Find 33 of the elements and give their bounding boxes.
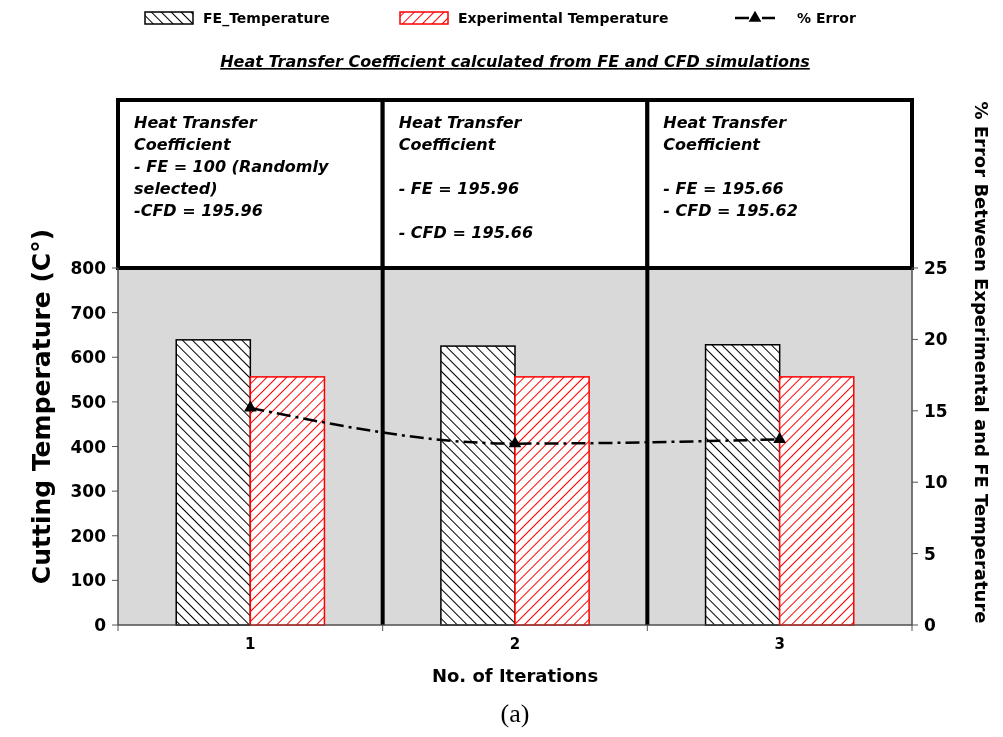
chart-title: Heat Transfer Coefficient calculated from FE and CFD simulations xyxy=(220,52,810,71)
text-boxes: Heat Transfer Coefficient - FE = 100 (Randomly selected) -CFD = 195.96 Heat Transfer Coefficient - FE = 195.96 - CFD = 195.66 Heat Transfer Coefficient - FE = 195.66 - CFD = 195.62 xyxy=(116,98,914,270)
y-axis-title: Cutting Temperature (C°) xyxy=(27,228,56,585)
y2-tick-label: 20 xyxy=(924,329,948,350)
y2-tick-label: 25 xyxy=(924,258,948,278)
y-tick-label: 0 xyxy=(94,615,107,635)
x-axis-title: No. of Iterations xyxy=(431,665,599,686)
y-tick-label: 700 xyxy=(70,302,107,323)
point xyxy=(508,436,522,448)
point xyxy=(773,432,787,444)
text: (a) xyxy=(500,699,530,728)
y2-tick-label: 0 xyxy=(924,615,936,635)
point xyxy=(243,400,257,412)
bar xyxy=(249,376,326,626)
y-tick-label: 200 xyxy=(70,525,107,546)
x-tick-label: 1 xyxy=(245,635,256,653)
legend-label: % Error xyxy=(797,10,856,26)
bar xyxy=(778,376,855,626)
legend-label: FE_Temperature xyxy=(203,10,330,27)
y-tick-label: 300 xyxy=(70,481,107,502)
y2-tick-label: 15 xyxy=(924,400,948,421)
y-tick-label: 800 xyxy=(70,258,107,278)
y2-axis-title: % Error Between Experimental and FE Temperature xyxy=(971,101,992,624)
x-tick-label: 2 xyxy=(509,635,521,653)
y2-tick-label: 5 xyxy=(924,543,936,564)
legend-label: Experimental Temperature xyxy=(458,10,669,26)
y-tick-label: 100 xyxy=(70,570,107,591)
y2-tick-label: 10 xyxy=(924,472,948,493)
y-tick-label: 400 xyxy=(70,436,107,457)
y-tick-label: 600 xyxy=(70,347,107,368)
bar xyxy=(514,376,590,626)
x-tick-label: 3 xyxy=(774,635,785,653)
y-tick-label: 500 xyxy=(70,391,107,412)
